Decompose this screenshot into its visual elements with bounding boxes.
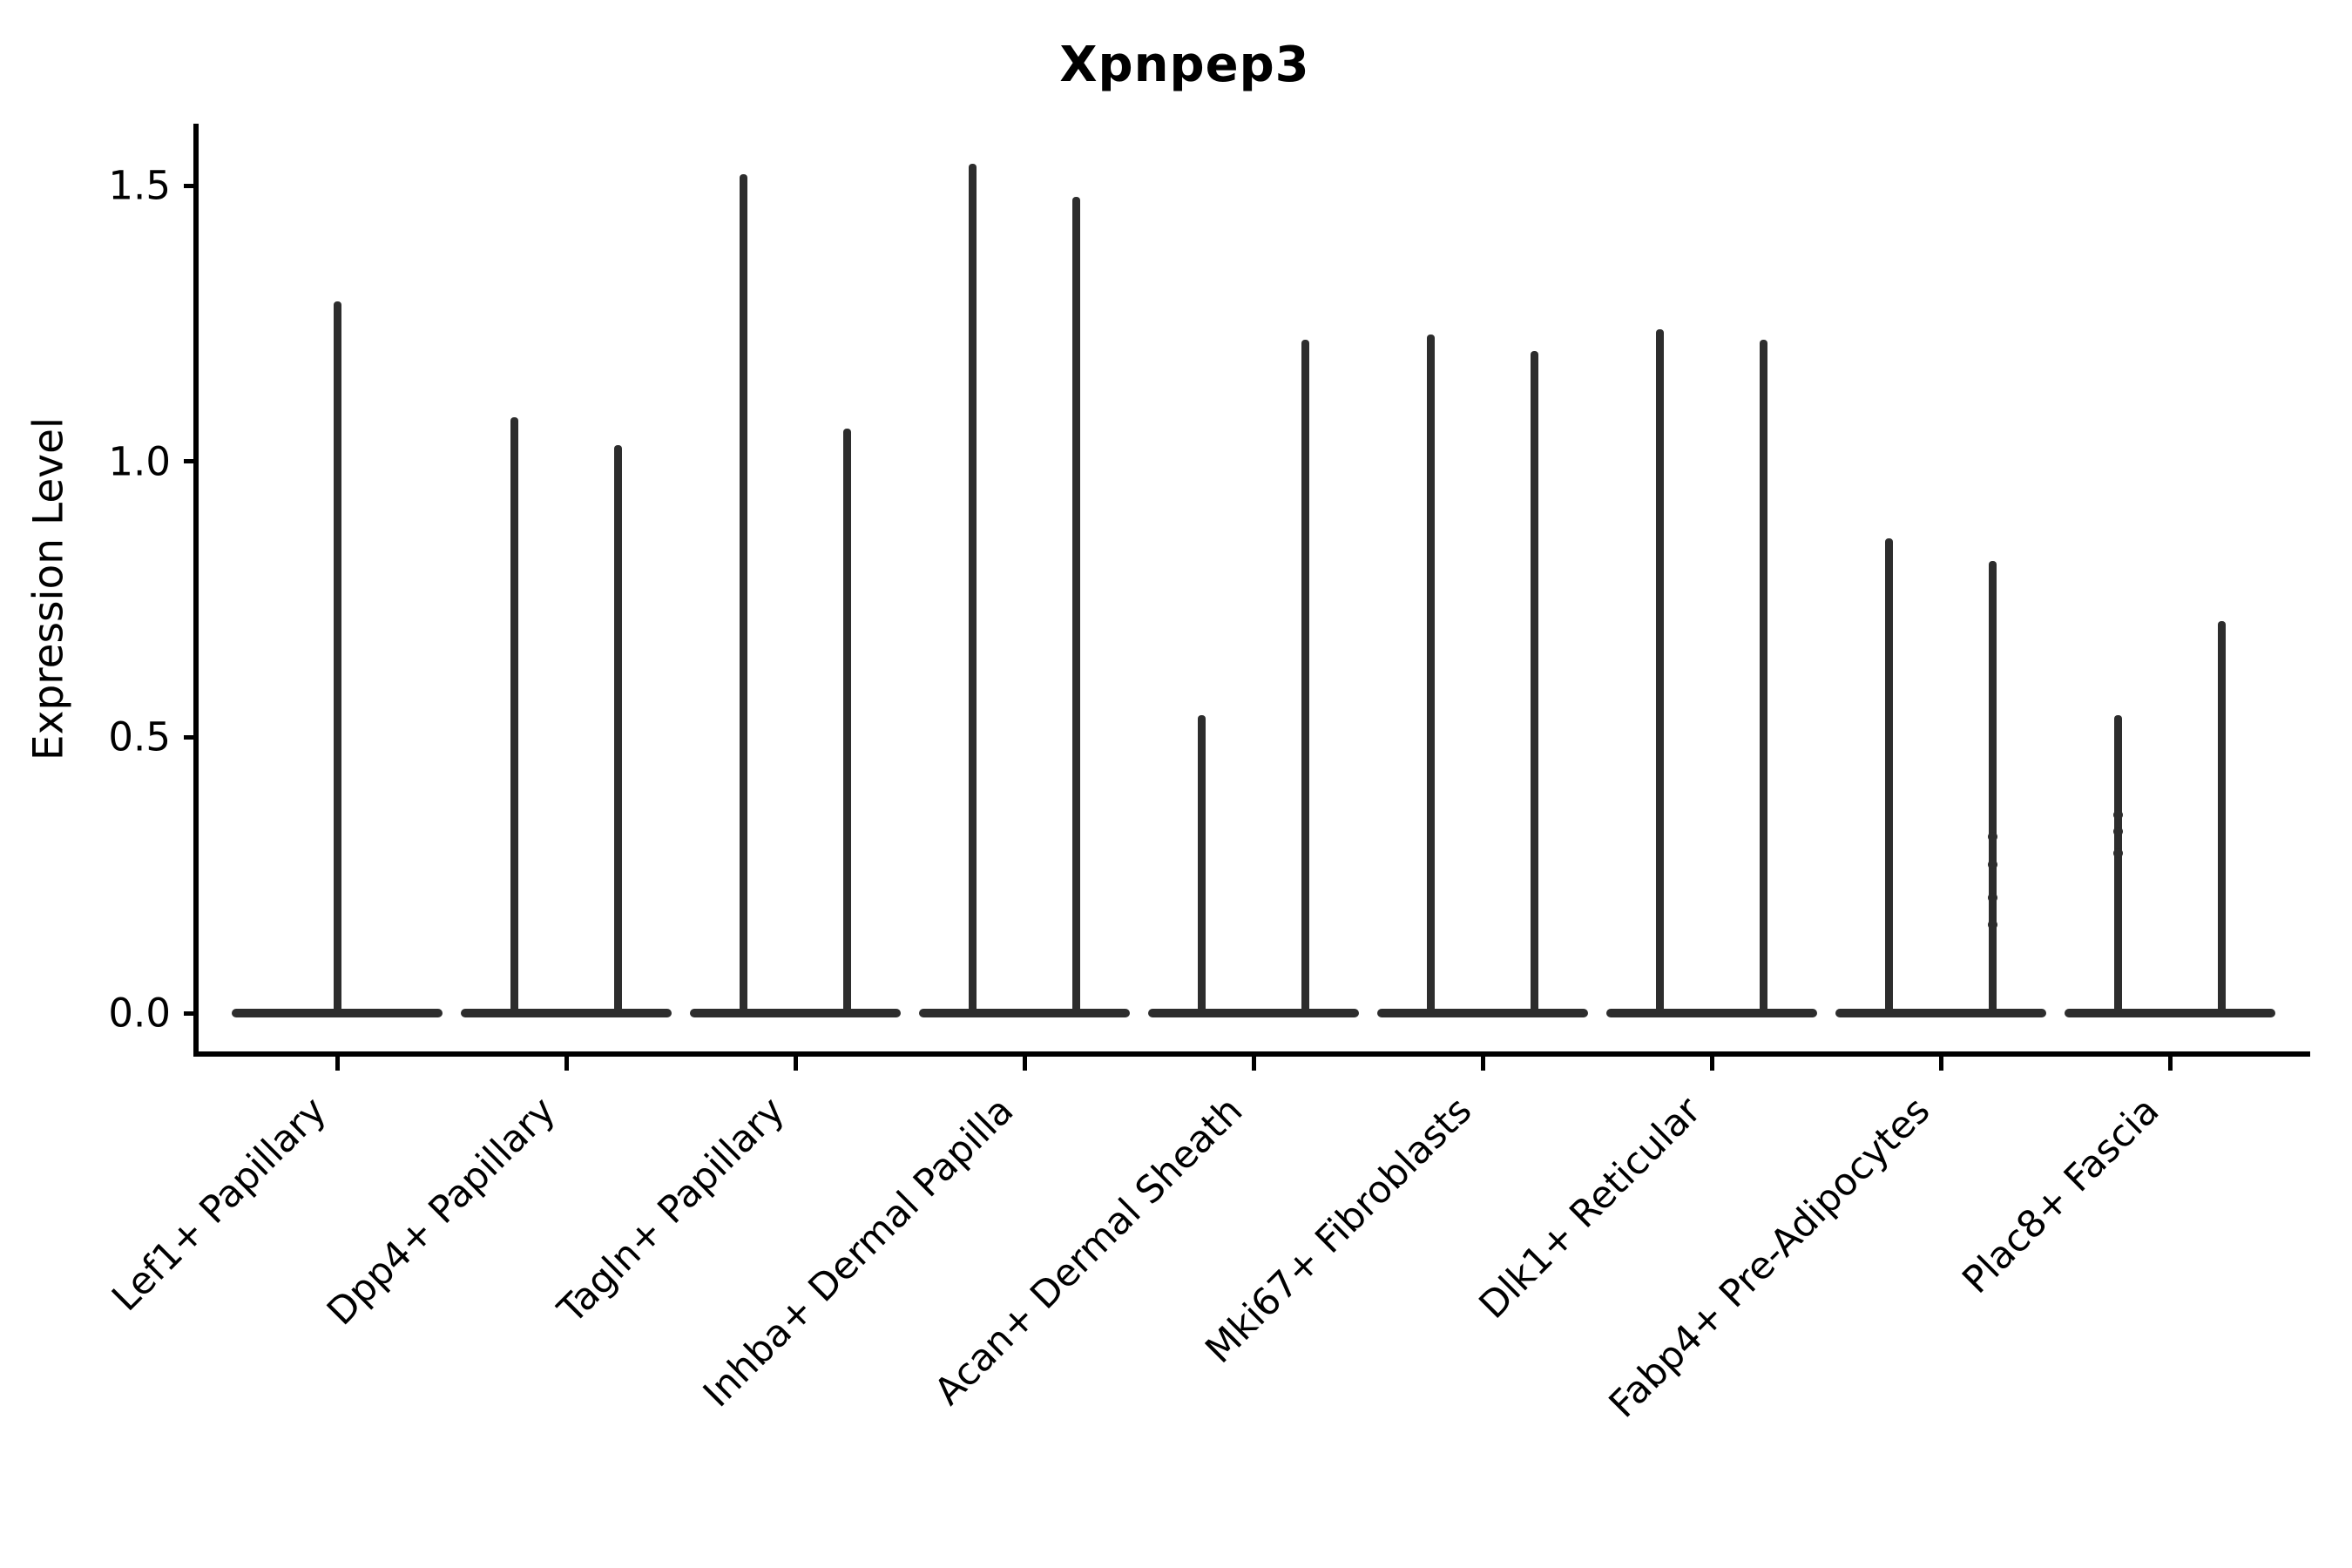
violin-spike [1301, 340, 1309, 1016]
y-tick [184, 183, 198, 188]
violin-spike [510, 417, 518, 1016]
x-tick [2167, 1057, 2173, 1071]
violin-spike [614, 444, 622, 1016]
y-tick [184, 734, 198, 740]
y-tick [184, 1010, 198, 1016]
violin-spike [2218, 621, 2226, 1016]
violin-spike [1198, 715, 1206, 1016]
x-tick [1709, 1057, 1714, 1071]
data-point [2113, 826, 2123, 836]
y-tick-label: 1.5 [108, 162, 171, 209]
x-tick [1938, 1057, 1943, 1071]
x-tick-label: Plac8+ Fascia [1954, 1089, 2168, 1302]
violin-spike [2114, 715, 2122, 1016]
y-tick [184, 459, 198, 464]
x-tick [335, 1057, 340, 1071]
data-point [2113, 848, 2123, 858]
x-tick [1480, 1057, 1485, 1071]
x-tick [1022, 1057, 1027, 1071]
violin-spike [1885, 538, 1893, 1016]
violin-base [1835, 1009, 2046, 1017]
violin-spike [969, 163, 977, 1016]
violin-spike [333, 301, 341, 1016]
violin-spike [843, 428, 851, 1016]
x-tick [564, 1057, 569, 1071]
x-tick [793, 1057, 798, 1071]
x-tick-label: Lef1+ Papillary [104, 1089, 335, 1321]
y-tick-label: 0.5 [108, 713, 171, 760]
y-tick-label: 0.0 [108, 990, 171, 1037]
violin-spike [1989, 560, 1997, 1016]
x-tick-label: Dpp4+ Papillary [319, 1089, 564, 1335]
violin-base [461, 1009, 672, 1017]
violin-spike [1072, 196, 1080, 1016]
data-point [2113, 809, 2123, 820]
x-tick-label: Tagln+ Papillary [550, 1089, 794, 1333]
violin-base [1606, 1009, 1817, 1017]
x-axis-line [193, 1051, 2310, 1057]
violin-base [1377, 1009, 1588, 1017]
violin-spike [1760, 340, 1767, 1016]
data-point [1988, 831, 1997, 841]
violin-spike [740, 174, 747, 1016]
violin-base [919, 1009, 1130, 1017]
x-tick [1251, 1057, 1256, 1071]
violin-spike [1427, 335, 1435, 1016]
x-tick-label: Mki67+ Fibroblasts [1197, 1089, 1481, 1372]
data-point [1988, 859, 1997, 869]
violin-base [1148, 1009, 1359, 1017]
data-point [1988, 920, 1997, 930]
chart-title: Xpnpep3 [1059, 37, 1310, 93]
violin-spike [1656, 328, 1664, 1016]
data-point [1988, 892, 1997, 902]
y-axis-line [193, 124, 199, 1057]
violin-base [690, 1009, 901, 1017]
y-tick-label: 1.0 [108, 438, 171, 485]
violin-spike [1531, 351, 1538, 1016]
x-tick-label: Dlk1+ Reticular [1470, 1089, 1710, 1328]
violin-base [2065, 1009, 2275, 1017]
